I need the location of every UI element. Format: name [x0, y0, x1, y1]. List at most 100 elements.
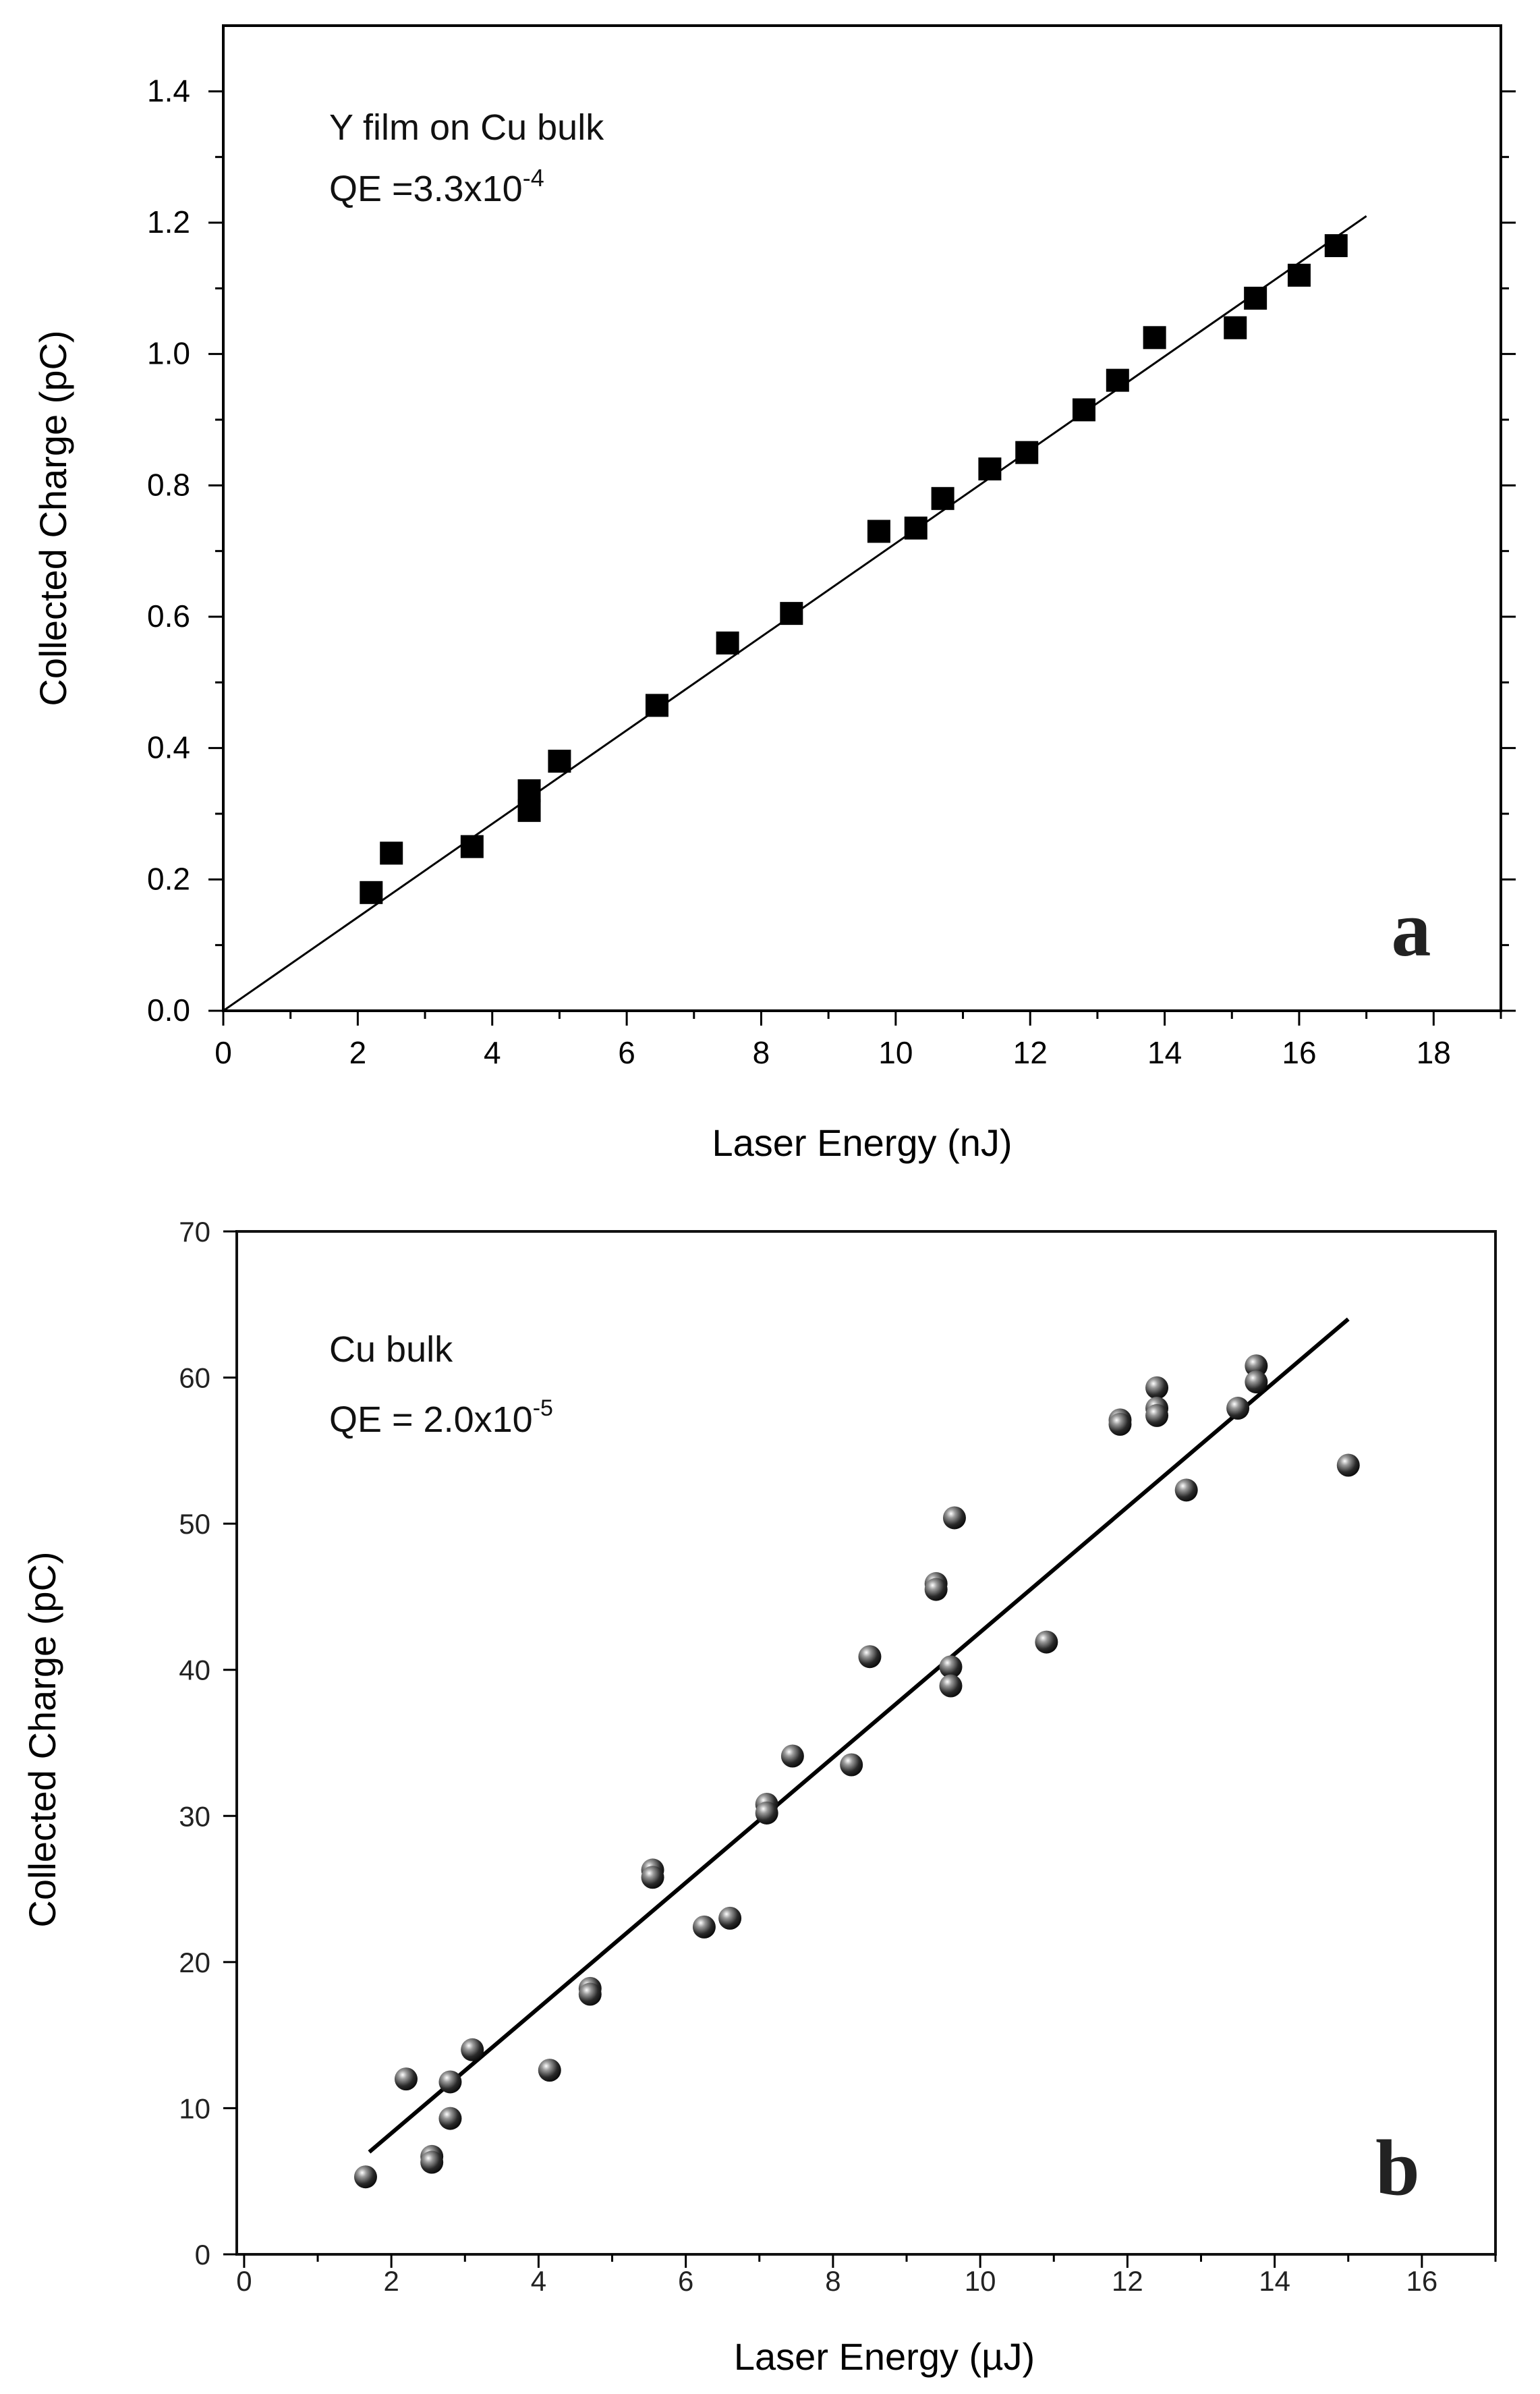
- data-point: [780, 1744, 804, 1768]
- panel-a-y-tick-labels: 0.0 0.2 0.4 0.6 0.8 1.0 1.2 1.4: [147, 73, 190, 1028]
- data-point: [1245, 1370, 1268, 1394]
- data-point: [904, 516, 928, 540]
- data-point: [380, 841, 403, 865]
- data-point: [939, 1655, 963, 1679]
- panel-a-ticks: [208, 90, 1516, 1026]
- panel-b-x-axis-label: Laser Energy (µJ): [734, 2335, 1035, 2378]
- data-point: [394, 2067, 418, 2091]
- data-point: [460, 835, 484, 858]
- y-tick-label: 0.2: [147, 861, 190, 896]
- x-tick-label: 4: [484, 1035, 501, 1070]
- data-point: [1106, 368, 1129, 392]
- data-point: [1245, 1354, 1268, 1378]
- data-point: [716, 631, 739, 655]
- data-point: [1108, 1412, 1132, 1436]
- data-point: [645, 694, 668, 717]
- x-tick-label: 6: [618, 1035, 635, 1070]
- panel-a-data-points: [360, 234, 1348, 904]
- x-tick-label: 14: [1259, 2265, 1290, 2297]
- data-point: [517, 779, 541, 802]
- x-tick-label: 14: [1147, 1035, 1182, 1070]
- y-tick-label: 0.8: [147, 467, 190, 502]
- y-tick-label: 20: [179, 1947, 210, 1978]
- data-point: [942, 1506, 966, 1530]
- x-tick-label: 0: [215, 1035, 232, 1070]
- data-point: [517, 799, 541, 823]
- data-point: [1287, 263, 1311, 287]
- data-point: [931, 486, 954, 510]
- data-point: [1015, 441, 1039, 464]
- panel-b-letter: b: [1375, 2123, 1420, 2212]
- x-tick-label: 16: [1282, 1035, 1316, 1070]
- y-tick-label: 0.0: [147, 993, 190, 1028]
- data-point: [578, 1982, 602, 2006]
- y-tick-label: 1.0: [147, 336, 190, 371]
- x-tick-label: 12: [1013, 1035, 1048, 1070]
- data-point: [924, 1578, 948, 1601]
- data-point: [461, 2038, 484, 2061]
- data-point: [978, 457, 1002, 480]
- panel-b-y-axis-label: Collected Charge (pC): [21, 1551, 63, 1927]
- data-point: [692, 1915, 716, 1939]
- panel-a-annotation-line1: Y film on Cu bulk: [329, 107, 604, 148]
- data-point: [1145, 1376, 1169, 1399]
- data-point: [548, 750, 571, 773]
- x-tick-label: 0: [236, 2265, 252, 2297]
- x-tick-label: 16: [1406, 2265, 1438, 2297]
- data-point: [755, 1801, 778, 1825]
- x-tick-label: 2: [349, 1035, 367, 1070]
- x-tick-label: 10: [965, 2265, 996, 2297]
- x-tick-label: 2: [383, 2265, 399, 2297]
- y-tick-label: 60: [179, 1362, 210, 1394]
- panel-a-qe-prefix: QE =3.3x10: [329, 169, 523, 209]
- data-point: [1336, 1453, 1360, 1477]
- panel-b-qe-exponent: -5: [533, 1395, 553, 1421]
- x-tick-label: 18: [1417, 1035, 1451, 1070]
- data-point: [939, 1674, 963, 1698]
- data-point: [1226, 1397, 1250, 1420]
- panel-a-chart: 0 2 4 6 8 10 12 14 16 18 0.0 0.2 0.4 0.6 0.8 1.0 1.2 1.4…: [32, 24, 1516, 1164]
- data-point: [420, 2150, 444, 2174]
- data-point: [780, 602, 803, 625]
- data-point: [353, 2165, 377, 2189]
- y-tick-label: 40: [179, 1654, 210, 1686]
- data-point: [858, 1645, 882, 1669]
- panel-b-fit-line: [368, 1317, 1350, 2154]
- data-point: [1244, 286, 1267, 310]
- data-point: [641, 1866, 664, 1889]
- data-point: [1174, 1478, 1198, 1502]
- panel-b-chart: 0 2 4 6 8 10 12 14 16 0 10 20 30 40 50 60 70 Laser Ener…: [21, 1216, 1497, 2378]
- panel-b-plot-frame: [235, 1230, 1497, 2256]
- panel-b-x-tick-labels: 0 2 4 6 8 10 12 14 16: [236, 2265, 1437, 2297]
- panel-a-annotation-qe: QE =3.3x10-4: [329, 164, 544, 209]
- x-tick-label: 6: [678, 2265, 693, 2297]
- panel-a-plot-frame: [222, 24, 1502, 1012]
- y-tick-label: 1.2: [147, 204, 190, 240]
- data-point: [1324, 234, 1348, 258]
- x-tick-label: 4: [531, 2265, 546, 2297]
- panel-a-x-axis-label: Laser Energy (nJ): [712, 1121, 1012, 1164]
- panel-a-x-tick-labels: 0 2 4 6 8 10 12 14 16 18: [215, 1035, 1451, 1070]
- y-tick-label: 50: [179, 1508, 210, 1540]
- data-point: [438, 2070, 462, 2094]
- y-tick-label: 0: [195, 2239, 210, 2271]
- panel-a-y-axis-label: Collected Charge (pC): [32, 330, 74, 706]
- x-tick-label: 8: [753, 1035, 770, 1070]
- panel-a-qe-exponent: -4: [523, 164, 544, 192]
- data-point: [538, 2059, 561, 2082]
- panel-b-ticks: [223, 1230, 1497, 2268]
- y-tick-label: 30: [179, 1800, 210, 1832]
- panel-b-data-points: [353, 1354, 1360, 2189]
- data-point: [438, 2107, 462, 2130]
- x-tick-label: 12: [1112, 2265, 1143, 2297]
- panel-b-y-tick-labels: 0 10 20 30 40 50 60 70: [179, 1216, 210, 2271]
- x-tick-label: 10: [878, 1035, 913, 1070]
- y-tick-label: 0.4: [147, 730, 190, 765]
- panel-b-annotation-qe: QE = 2.0x10-5: [329, 1395, 553, 1440]
- panel-a-letter: a: [1392, 885, 1431, 973]
- data-point: [718, 1906, 742, 1930]
- y-tick-label: 70: [179, 1216, 210, 1248]
- panel-b-qe-prefix: QE = 2.0x10: [329, 1399, 533, 1440]
- y-tick-label: 1.4: [147, 73, 190, 108]
- data-point: [360, 881, 383, 904]
